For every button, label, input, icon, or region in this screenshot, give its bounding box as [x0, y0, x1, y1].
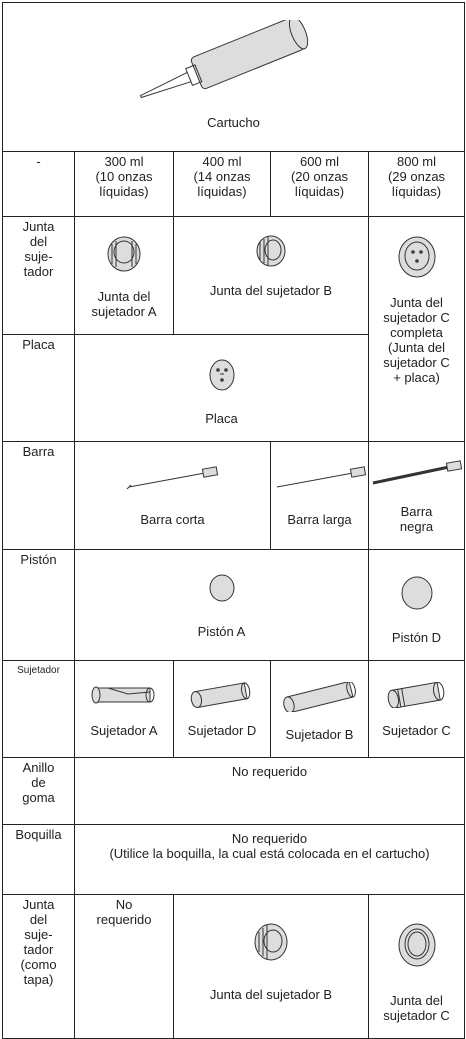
holder-icon [190, 682, 251, 708]
column-header: 800 ml (29 onzas líquidas) [368, 151, 465, 217]
row-label: Sujetador [2, 660, 75, 758]
ring-plate-icon [398, 236, 435, 278]
cell-text: Barra larga [287, 512, 352, 527]
cell-text: Sujetador B [285, 727, 354, 742]
cell-text: Placa [205, 411, 238, 426]
cartridge-icon [139, 20, 308, 99]
cell: Placa [74, 334, 369, 442]
cell-text: Junta del sujetador C [383, 993, 450, 1023]
cell: No requerido [74, 894, 174, 1039]
cell-text: Junta del sujetador C completa (Junta de… [383, 295, 450, 385]
row-label: Anillo de goma [2, 757, 75, 825]
row-label: Junta del suje- tador [2, 216, 75, 335]
cell: Barra larga [270, 441, 369, 550]
cell-text: Junta del sujetador B [209, 283, 333, 298]
cartridge-caption: Cartucho [207, 115, 260, 130]
cell: Sujetador A [74, 660, 174, 758]
holder-icon [387, 682, 444, 708]
rod-icon [126, 466, 218, 490]
row: Barra Barra corta Barra larga Barra negr… [2, 441, 465, 550]
cell: No requerido [74, 757, 465, 825]
row: Pistón Pistón A Pistón D [2, 549, 465, 661]
row-label: Pistón [2, 549, 75, 661]
row: Junta del suje- tador (como tapa) No req… [2, 894, 465, 1039]
row-label: Barra [2, 441, 75, 550]
cell: Barra corta [74, 441, 271, 550]
cell-text: Barra corta [140, 512, 205, 527]
row-label: Placa [2, 334, 75, 442]
cell-text: Pistón D [391, 630, 442, 645]
cell: No requerido (Utilice la boquilla, la cu… [74, 824, 465, 895]
ring-icon [398, 923, 435, 967]
rod-icon [372, 460, 463, 485]
column-header: 300 ml (10 onzas líquidas) [74, 151, 174, 217]
column-header: 400 ml (14 onzas líquidas) [173, 151, 271, 217]
cell-text: Pistón A [197, 624, 246, 639]
cell: Pistón A [74, 549, 369, 661]
cell: Junta del sujetador C completa (Junta de… [368, 216, 465, 442]
plate-icon [209, 359, 234, 391]
ring-icon [256, 235, 286, 267]
cell: Junta del sujetador B [173, 894, 369, 1039]
cell-text: Sujetador D [187, 723, 257, 738]
cell-text: Junta del sujetador A [91, 289, 157, 319]
cell: Junta del sujetador A [74, 216, 174, 335]
holder-icon [282, 682, 356, 712]
row: Junta del suje- tador Junta del sujetado… [2, 216, 465, 442]
cell-text: Sujetador A [90, 723, 158, 738]
row-label: Boquilla [2, 824, 75, 895]
size-row: - 300 ml (10 onzas líquidas) 400 ml (14 … [2, 151, 465, 217]
cell: Junta del sujetador C [368, 894, 465, 1039]
row: Boquilla No requerido (Utilice la boquil… [2, 824, 465, 895]
piston-icon [209, 574, 234, 602]
cell-text: Barra negra [399, 504, 434, 534]
cartridge-cell: Cartucho [2, 2, 465, 152]
header-row: Cartucho [2, 2, 465, 152]
row: Sujetador Sujetador A Sujetador D Sujeta… [2, 660, 465, 758]
column-header: - [2, 151, 75, 217]
cell: Sujetador D [173, 660, 271, 758]
cell: Sujetador B [270, 660, 369, 758]
cell-text: Sujetador C [382, 723, 451, 738]
rod-icon [276, 466, 367, 488]
cell: Junta del sujetador B [173, 216, 369, 335]
row: Anillo de goma No requerido [2, 757, 465, 825]
column-header: 600 ml (20 onzas líquidas) [270, 151, 369, 217]
ring-icon [107, 236, 141, 272]
cell: Barra negra [368, 441, 465, 550]
piston-icon [401, 576, 432, 610]
row-label: Junta del suje- tador (como tapa) [2, 894, 75, 1039]
cell: Pistón D [368, 549, 465, 661]
cell: Sujetador C [368, 660, 465, 758]
ring-icon [254, 923, 288, 961]
cell-text: Junta del sujetador B [209, 987, 333, 1002]
holder-icon [91, 686, 155, 704]
